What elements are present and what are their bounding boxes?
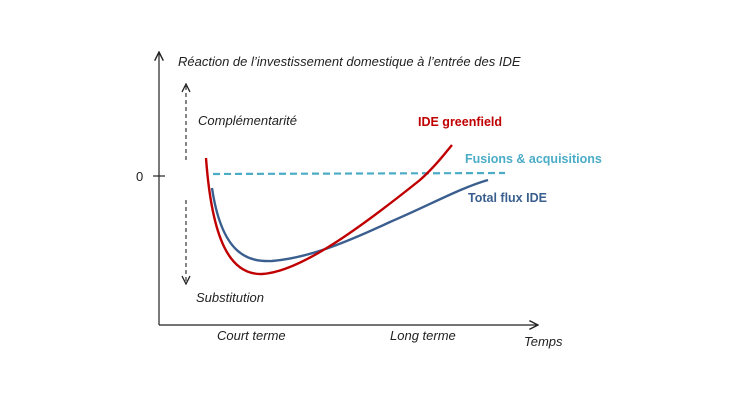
x-tick-short-term: Court terme bbox=[217, 328, 286, 343]
substitution-label: Substitution bbox=[196, 290, 264, 305]
x-tick-long-term: Long terme bbox=[390, 328, 456, 343]
ide-greenfield-curve bbox=[204, 144, 453, 276]
series-label-greenfield: IDE greenfield bbox=[418, 115, 502, 129]
complementarity-label: Complémentarité bbox=[198, 113, 297, 128]
series-label-fusions: Fusions & acquisitions bbox=[465, 152, 602, 166]
x-axis-label: Temps bbox=[524, 334, 563, 349]
zero-label: 0 bbox=[136, 169, 143, 184]
chart-title: Réaction de l’investissement domestique … bbox=[178, 54, 521, 69]
total-flux-ide-curve bbox=[210, 178, 489, 263]
series-label-total: Total flux IDE bbox=[468, 191, 547, 205]
fusions-acquisitions-line bbox=[212, 171, 506, 176]
